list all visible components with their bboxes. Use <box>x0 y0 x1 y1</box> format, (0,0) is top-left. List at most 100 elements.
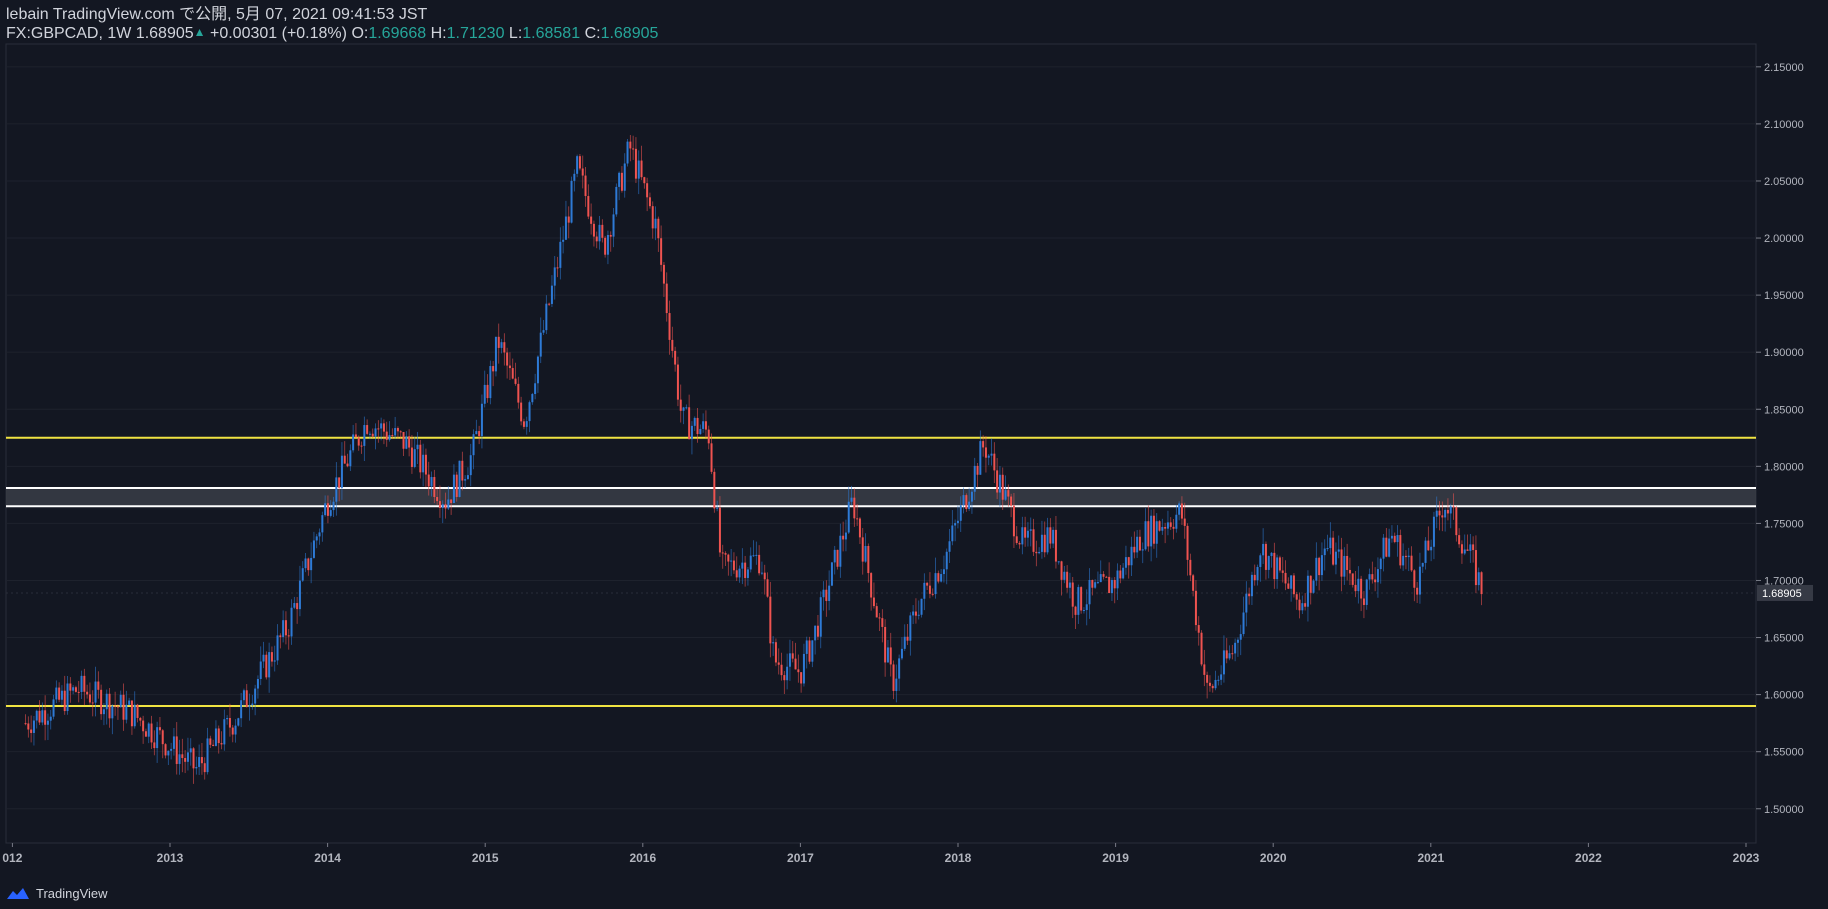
candle-body <box>1130 546 1133 566</box>
candle-body <box>206 738 209 773</box>
candle-body <box>738 568 741 578</box>
x-tick-label: 2022 <box>1575 851 1602 865</box>
candle-body <box>646 183 649 198</box>
candle-body <box>385 431 388 440</box>
candle-body <box>1018 542 1021 545</box>
candle-body <box>906 636 909 641</box>
candle-body <box>424 454 427 475</box>
candle-body <box>1312 580 1315 593</box>
candle-body <box>528 402 531 422</box>
candle-body <box>1460 544 1463 554</box>
candle-body <box>1007 490 1010 497</box>
candle-body <box>100 689 103 715</box>
candle-body <box>1287 583 1290 589</box>
candle-body <box>436 497 439 502</box>
candle-body <box>1477 572 1480 586</box>
candle-body <box>578 156 581 169</box>
candle-body <box>1200 632 1203 665</box>
candle-body <box>674 350 677 365</box>
candle-body <box>172 736 175 749</box>
candle-body <box>632 148 635 150</box>
candle-body <box>352 434 355 451</box>
candle-body <box>1407 555 1410 558</box>
candle-body <box>1192 575 1195 591</box>
candle-body <box>665 283 668 314</box>
candle-body <box>744 562 747 578</box>
candle-body <box>63 690 66 712</box>
candle-body <box>332 501 335 511</box>
open-label: O: <box>351 25 369 42</box>
candle-body <box>948 541 951 552</box>
candle-body <box>1169 522 1172 527</box>
candle-body <box>231 727 234 735</box>
candle-body <box>794 658 797 670</box>
candle-body <box>125 704 128 720</box>
candle-body <box>612 214 615 237</box>
candle-body <box>1110 580 1113 594</box>
candle-body <box>58 687 61 700</box>
candle-body <box>1469 544 1472 551</box>
y-tick-label: 1.60000 <box>1764 690 1804 702</box>
candle-body <box>1446 509 1449 514</box>
candle-body <box>545 303 548 331</box>
candle-body <box>724 553 727 555</box>
candle-body <box>539 332 542 357</box>
candle-body <box>573 173 576 181</box>
candle-body <box>287 635 290 637</box>
candle-body <box>1320 555 1323 576</box>
candle-body <box>671 339 674 351</box>
candle-body <box>1225 650 1228 659</box>
candle-body <box>391 434 394 436</box>
candle-body <box>1222 650 1225 675</box>
candle-body <box>1239 634 1242 640</box>
x-tick-label: 2017 <box>787 851 814 865</box>
candle-body <box>774 642 777 663</box>
candle-body <box>842 535 845 540</box>
candle-body <box>119 694 122 708</box>
candle-body <box>1248 593 1251 597</box>
candle-body <box>399 431 402 433</box>
candle-body <box>1295 594 1298 600</box>
y-tick-label: 2.00000 <box>1764 233 1804 245</box>
candle-body <box>839 535 842 567</box>
candle-body <box>1186 525 1189 560</box>
candle-body <box>41 710 44 723</box>
y-tick-label: 1.55000 <box>1764 747 1804 759</box>
candle-body <box>354 434 357 438</box>
candle-body <box>108 693 111 719</box>
candle-body <box>1340 549 1343 577</box>
candle-body <box>1136 536 1139 553</box>
candle-body <box>97 681 100 690</box>
candle-body <box>1379 558 1382 570</box>
candle-body <box>24 723 27 725</box>
candle-body <box>755 554 758 556</box>
candle-body <box>1351 573 1354 585</box>
candle-body <box>1068 582 1071 588</box>
candle-body <box>788 653 791 667</box>
candle-body <box>1365 579 1368 605</box>
candle-body <box>136 704 139 718</box>
candle-body <box>1080 587 1083 611</box>
candle-body <box>601 224 604 238</box>
candle-body <box>1038 551 1041 554</box>
candle-body <box>32 720 35 733</box>
candle-body <box>408 436 411 448</box>
candle-body <box>254 688 257 704</box>
x-tick-label: 2023 <box>1733 851 1760 865</box>
candle-body <box>382 423 385 432</box>
candle-body <box>228 718 231 728</box>
candle-body <box>590 216 593 224</box>
candle-body <box>1306 575 1309 607</box>
x-tick-label: 2019 <box>1102 851 1129 865</box>
candle-body <box>242 690 245 701</box>
candle-body <box>1449 506 1452 514</box>
candle-body <box>688 407 691 440</box>
candle-body <box>758 554 761 574</box>
candle-body <box>581 168 584 176</box>
candle-body <box>394 428 397 436</box>
candle-body <box>945 551 948 570</box>
candle-body <box>506 352 509 366</box>
change-value: +0.00301 (+0.18%) <box>209 25 347 42</box>
candle-body <box>1172 526 1175 529</box>
